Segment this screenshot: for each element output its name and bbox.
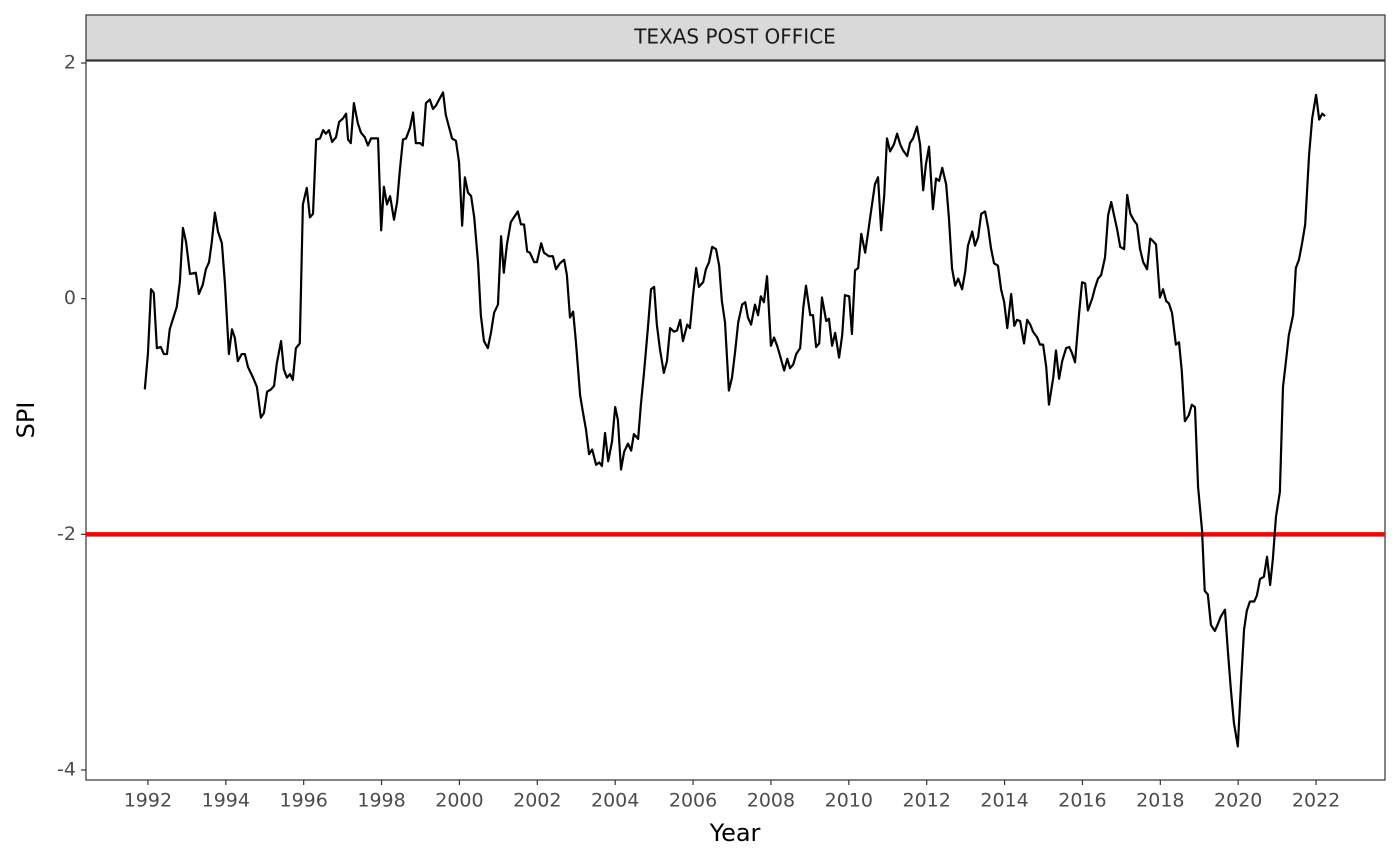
facet-strip (85, 14, 1386, 61)
x-axis-title: Year (709, 819, 761, 847)
spi-line (143, 91, 1326, 748)
x-tick-label: 1998 (357, 790, 405, 812)
x-tick-label: 2018 (1136, 790, 1184, 812)
x-tick-label: 1992 (124, 790, 172, 812)
panel-border (85, 60, 1386, 781)
x-tick-label: 2016 (1058, 790, 1106, 812)
x-tick-label: 1996 (279, 790, 327, 812)
x-tick-label: 2008 (747, 790, 795, 812)
x-tick-label: 2014 (980, 790, 1028, 812)
x-tick-label: 2004 (591, 790, 639, 812)
y-tick-label: -4 (57, 758, 76, 780)
x-tick-label: 2002 (513, 790, 561, 812)
y-tick-label: -2 (57, 523, 76, 545)
x-tick-label: 2010 (825, 790, 873, 812)
x-tick-label: 2006 (669, 790, 717, 812)
x-tick-label: 2000 (435, 790, 483, 812)
y-tick-label: 0 (64, 287, 76, 309)
facet-label: TEXAS POST OFFICE (633, 25, 836, 49)
x-tick-label: 2020 (1214, 790, 1262, 812)
y-tick-label: 2 (64, 52, 76, 74)
y-axis-title: SPI (12, 402, 40, 439)
x-tick-label: 2022 (1292, 790, 1340, 812)
x-tick-label: 2012 (903, 790, 951, 812)
x-tick-label: 1994 (202, 790, 250, 812)
